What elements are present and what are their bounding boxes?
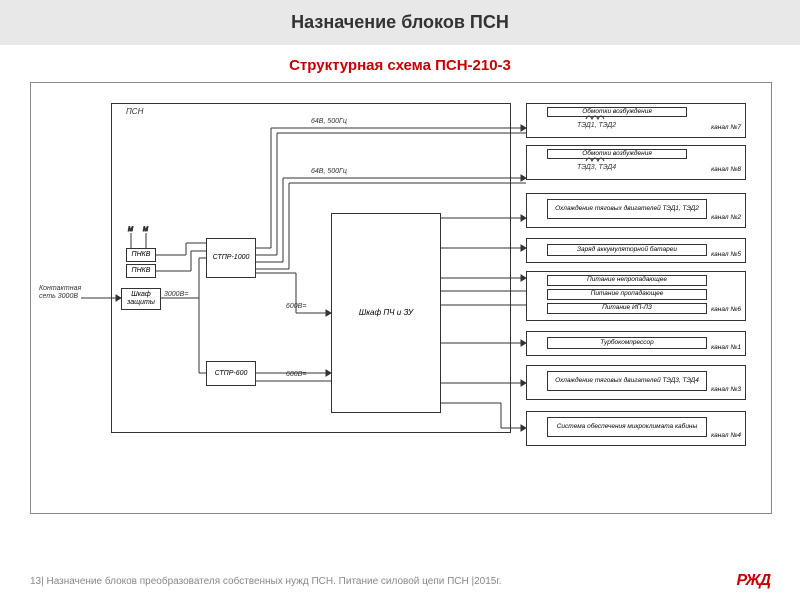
g2-sub: ТЭД3, ТЭД4 (577, 164, 616, 172)
output-g3: Охлаждение тяговых двигателей ТЭД1, ТЭД2… (526, 193, 746, 228)
g7-top: Охлаждение тяговых двигателей ТЭД3, ТЭД4 (547, 371, 707, 391)
v600-2-label: 600В= (286, 371, 306, 379)
g1-sub: ТЭД1, ТЭД2 (577, 122, 616, 130)
stpr-1000: СТПР-1000 (206, 238, 256, 278)
psn-label: ПСН (126, 108, 143, 117)
main-box: Шкаф ПЧ и ЗУ (331, 213, 441, 413)
g4-chan: канал №5 (711, 251, 741, 258)
footer: 13| Назначение блоков преобразователя со… (30, 572, 770, 590)
g1-top: Обмотки возбуждения (547, 107, 687, 117)
pnkv-1: ПНКВ (126, 248, 156, 262)
footer-text: 13| Назначение блоков преобразователя со… (30, 576, 502, 587)
hz2-label: 64В, 500Гц (311, 168, 347, 176)
g6-top: Турбокомпрессор (547, 337, 707, 349)
hz1-label: 64В, 500Гц (311, 118, 347, 126)
g6-chan: канал №1 (711, 344, 741, 351)
contact-net-label: Контактная сеть 3000В (39, 285, 99, 300)
subtitle: Структурная схема ПСН-210-3 (0, 57, 800, 74)
diagram-frame: ПСН Контактная сеть 3000В ПНКВ ПНКВ Шкаф… (30, 82, 772, 514)
output-g8: Система обеспечения микроклимата кабины … (526, 411, 746, 446)
v600-1-label: 600В= (286, 303, 306, 311)
g5a: Питание непропадающее (547, 275, 707, 286)
psn-container (111, 103, 511, 433)
output-g7: Охлаждение тяговых двигателей ТЭД3, ТЭД4… (526, 365, 746, 400)
logo: РЖД (737, 572, 770, 590)
title-bar: Назначение блоков ПСН (0, 0, 800, 45)
output-g1: Обмотки возбуждения ТЭД1, ТЭД2 канал №7 (526, 103, 746, 138)
shkaf-zashchity: Шкаф защиты (121, 288, 161, 310)
v3000-label: 3000В= (164, 291, 188, 299)
g3-chan: канал №2 (711, 214, 741, 221)
g1-chan: канал №7 (711, 124, 741, 131)
output-g4: Заряд аккумуляторной батареи канал №5 (526, 238, 746, 263)
pnkv-2: ПНКВ (126, 264, 156, 278)
output-g2: Обмотки возбуждения ТЭД3, ТЭД4 канал №8 (526, 145, 746, 180)
g2-top: Обмотки возбуждения (547, 149, 687, 159)
g5b: Питание пропадающее (547, 289, 707, 300)
g7-chan: канал №3 (711, 386, 741, 393)
g3-top: Охлаждение тяговых двигателей ТЭД1, ТЭД2 (547, 199, 707, 219)
g8-top: Система обеспечения микроклимата кабины (547, 417, 707, 437)
output-g5: Питание непропадающее Питание пропадающе… (526, 271, 746, 321)
g2-chan: канал №8 (711, 166, 741, 173)
stpr-600: СТПР-600 (206, 361, 256, 386)
g8-chan: канал №4 (711, 432, 741, 439)
g5c: Питание ИП-ЛЗ (547, 303, 707, 314)
g5-chan: канал №6 (711, 306, 741, 313)
g4-top: Заряд аккумуляторной батареи (547, 244, 707, 256)
page-title: Назначение блоков ПСН (291, 12, 509, 32)
output-g6: Турбокомпрессор канал №1 (526, 331, 746, 356)
